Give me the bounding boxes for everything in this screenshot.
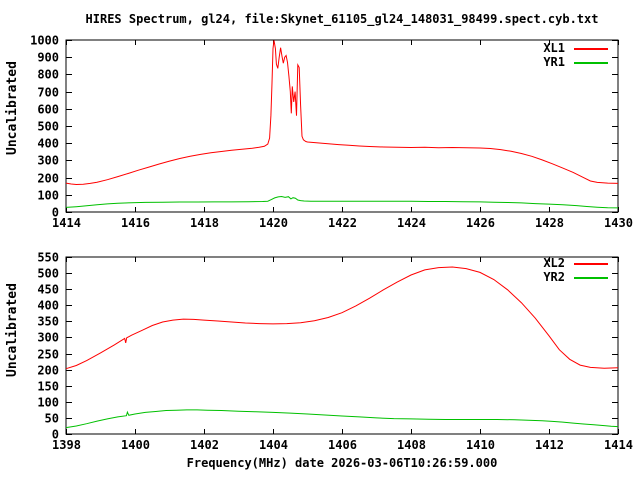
top-y-axis-label: Uncalibrated xyxy=(5,61,20,155)
legend-label-xl2: XL2 xyxy=(543,256,565,270)
y-axis-tick-label: 250 xyxy=(37,348,59,362)
bottom-panel-legend: XL2 YR2 xyxy=(543,257,608,284)
x-axis-tick-label: 1420 xyxy=(259,216,288,230)
y-axis-tick-label: 200 xyxy=(37,364,59,378)
x-axis-tick-label: 1412 xyxy=(535,438,564,452)
x-axis-label: Frequency(MHz) date 2026-03-06T10:26:59.… xyxy=(186,456,498,470)
y-axis-tick-label: 0 xyxy=(52,428,59,442)
y-axis-tick-label: 200 xyxy=(37,172,59,186)
legend-label-yr1: YR1 xyxy=(543,55,565,69)
y-axis-tick-label: 500 xyxy=(37,267,59,281)
y-axis-tick-label: 350 xyxy=(37,315,59,329)
y-axis-tick-label: 700 xyxy=(37,86,59,100)
x-axis-tick-label: 1424 xyxy=(397,216,426,230)
legend-label-xl1: XL1 xyxy=(543,41,565,55)
x-axis-tick-label: 1414 xyxy=(52,216,81,230)
x-axis-tick-label: 1430 xyxy=(604,216,633,230)
y-axis-tick-label: 900 xyxy=(37,51,59,65)
bottom-plot-border xyxy=(65,256,619,435)
x-axis-tick-label: 1422 xyxy=(328,216,357,230)
series-xl1-line xyxy=(65,40,619,186)
y-axis-tick-label: 100 xyxy=(37,396,59,410)
y-axis-tick-label: 600 xyxy=(37,103,59,117)
legend-line-yr1-sample xyxy=(574,61,608,64)
series-yr2-line xyxy=(65,409,619,429)
y-axis-tick-label: 550 xyxy=(37,251,59,265)
x-axis-tick-label: 1408 xyxy=(397,438,426,452)
top-panel-legend: XL1 YR1 xyxy=(543,42,608,69)
y-axis-tick-label: 0 xyxy=(52,206,59,220)
legend-line-xl2-sample xyxy=(574,262,608,265)
y-axis-tick-label: 500 xyxy=(37,120,59,134)
x-axis-tick-label: 1418 xyxy=(190,216,219,230)
x-axis-tick-label: 1406 xyxy=(328,438,357,452)
series-xl2-line xyxy=(65,266,619,370)
y-axis-tick-label: 1000 xyxy=(30,34,59,48)
y-axis-tick-label: 50 xyxy=(45,412,59,426)
x-axis-tick-label: 1416 xyxy=(121,216,150,230)
legend-item-yr1: YR1 xyxy=(543,56,608,69)
y-axis-tick-label: 800 xyxy=(37,68,59,82)
y-axis-tick-label: 150 xyxy=(37,380,59,394)
x-axis-tick-label: 1426 xyxy=(466,216,495,230)
y-axis-tick-label: 450 xyxy=(37,283,59,297)
bottom-y-axis-label: Uncalibrated xyxy=(5,283,20,377)
x-axis-tick-label: 1414 xyxy=(604,438,633,452)
y-axis-tick-label: 300 xyxy=(37,154,59,168)
chart-title: HIRES Spectrum, gl24, file:Skynet_61105_… xyxy=(85,12,599,26)
x-axis-tick-label: 1398 xyxy=(52,438,81,452)
legend-line-xl1-sample xyxy=(574,47,608,50)
legend-label-yr2: YR2 xyxy=(543,270,565,284)
top-plot-border xyxy=(65,39,619,213)
y-axis-tick-label: 300 xyxy=(37,331,59,345)
series-yr1-line xyxy=(65,195,619,209)
legend-item-yr2: YR2 xyxy=(543,271,608,284)
legend-item-xl1: XL1 xyxy=(543,42,608,55)
legend-line-yr2-sample xyxy=(574,276,608,279)
legend-item-xl2: XL2 xyxy=(543,257,608,270)
y-axis-tick-label: 100 xyxy=(37,189,59,203)
y-axis-tick-label: 400 xyxy=(37,299,59,313)
y-axis-tick-label: 400 xyxy=(37,137,59,151)
x-axis-tick-label: 1400 xyxy=(121,438,150,452)
x-axis-tick-label: 1404 xyxy=(259,438,288,452)
x-axis-tick-label: 1410 xyxy=(466,438,495,452)
x-axis-tick-label: 1428 xyxy=(535,216,564,230)
x-axis-tick-label: 1402 xyxy=(190,438,219,452)
